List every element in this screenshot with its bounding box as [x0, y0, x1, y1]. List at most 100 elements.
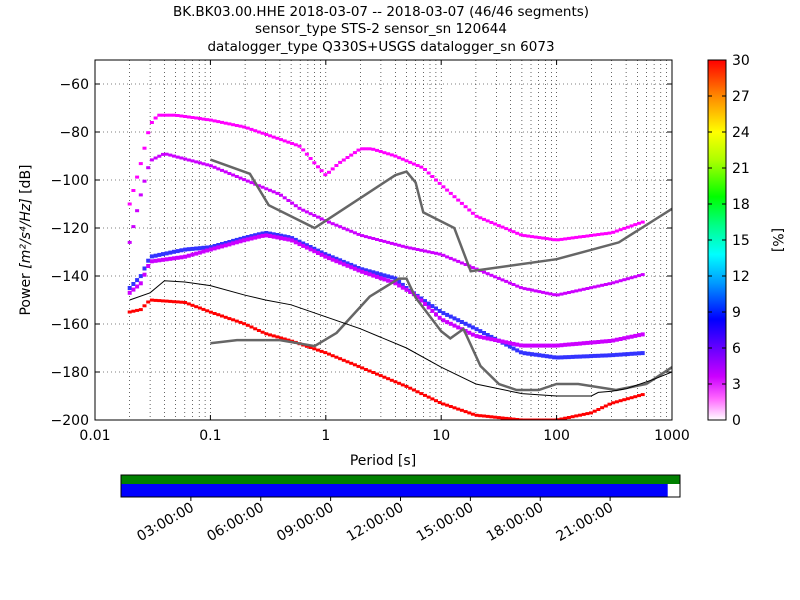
psd-cell	[382, 239, 387, 243]
psd-cell	[629, 351, 634, 356]
psd-cell	[507, 344, 512, 349]
psd-cell	[467, 330, 472, 335]
psd-cell	[153, 253, 158, 258]
psd-cell	[164, 152, 169, 156]
psd-cell	[459, 261, 464, 265]
psd-cell	[423, 302, 427, 306]
psd-cell	[234, 124, 239, 127]
psd-cell	[323, 351, 328, 355]
y-tick-label: −180	[51, 365, 89, 381]
psd-cell	[570, 354, 575, 359]
psd-cell	[161, 152, 165, 156]
psd-cell	[249, 181, 254, 185]
psd-cell	[183, 254, 188, 259]
psd-cell	[183, 157, 188, 161]
psd-cell	[563, 237, 568, 241]
psd-cell	[518, 343, 523, 348]
psd-cell	[537, 418, 542, 420]
psd-cell	[216, 167, 221, 171]
psd-cell	[363, 271, 368, 276]
psd-cell	[338, 225, 343, 229]
psd-cell	[437, 181, 442, 185]
psd-cell	[341, 262, 346, 267]
timeline-tick-label: 21:00:00	[554, 500, 616, 545]
psd-cell	[293, 237, 298, 242]
psd-cell	[625, 225, 630, 229]
psd-cell	[231, 123, 236, 127]
psd-cell	[142, 146, 147, 150]
psd-cell	[504, 279, 509, 283]
psd-cell	[522, 287, 527, 291]
psd-cell	[242, 125, 247, 129]
psd-cell	[411, 388, 416, 392]
psd-cell	[275, 191, 280, 195]
psd-cell	[349, 265, 354, 270]
psd-cell	[345, 156, 350, 159]
psd-cell	[268, 333, 272, 337]
psd-cell	[164, 251, 169, 256]
psd-cell	[445, 403, 450, 407]
psd-cell	[434, 399, 438, 403]
psd-cell	[316, 248, 320, 253]
psd-cell	[456, 318, 461, 323]
psd-cell	[352, 264, 357, 269]
psd-cell	[585, 340, 590, 345]
psd-cell	[301, 148, 306, 152]
psd-cell	[578, 354, 582, 359]
psd-cell	[138, 308, 143, 312]
psd-cell	[367, 147, 372, 151]
psd-cell	[434, 178, 438, 182]
x-axis-label: Period [s]	[350, 453, 416, 469]
psd-cell	[375, 238, 379, 241]
psd-cell	[216, 313, 221, 317]
psd-cell	[426, 171, 431, 175]
psd-cell	[220, 242, 224, 246]
psd-cell	[175, 255, 180, 260]
psd-cell	[153, 156, 158, 160]
psd-cell	[530, 343, 534, 348]
psd-cell	[356, 268, 361, 273]
psd-cell	[533, 418, 538, 420]
psd-cell	[578, 341, 582, 346]
psd-cell	[264, 332, 269, 336]
psd-cell	[614, 280, 619, 284]
psd-cell	[312, 161, 317, 165]
psd-cell	[319, 250, 324, 255]
psd-cell	[555, 343, 560, 348]
psd-cell	[205, 248, 210, 253]
psd-cell	[345, 228, 350, 232]
colorbar-tick-label: 27	[732, 89, 750, 105]
psd-cell	[138, 274, 143, 279]
psd-cell	[234, 240, 239, 245]
psd-cell	[208, 118, 213, 122]
psd-cell	[566, 355, 571, 360]
psd-cell	[467, 208, 472, 212]
psd-cell	[375, 372, 379, 376]
psd-cell	[157, 258, 162, 263]
psd-cell	[611, 230, 616, 234]
colorbar-tick-label: 0	[732, 413, 741, 429]
psd-cell	[544, 418, 549, 420]
psd-cell	[397, 156, 402, 160]
psd-cell	[356, 364, 361, 368]
psd-cell	[131, 225, 136, 229]
psd-cell	[474, 327, 479, 332]
psd-cell	[260, 131, 265, 135]
psd-cell	[493, 222, 498, 226]
psd-cell	[552, 293, 557, 297]
psd-cell	[183, 301, 188, 304]
psd-cell	[533, 235, 538, 239]
psd-cell	[622, 336, 627, 341]
psd-cell	[308, 346, 313, 349]
psd-cell	[220, 120, 224, 124]
psd-cell	[245, 126, 250, 130]
psd-cell	[216, 120, 221, 124]
psd-cell	[629, 224, 634, 228]
psd-cell	[404, 245, 409, 249]
psd-cell	[482, 217, 486, 221]
psd-cell	[614, 400, 619, 404]
psd-cell	[489, 415, 494, 419]
psd-cell	[175, 249, 180, 254]
psd-cell	[504, 416, 509, 420]
psd-cell	[312, 347, 317, 351]
